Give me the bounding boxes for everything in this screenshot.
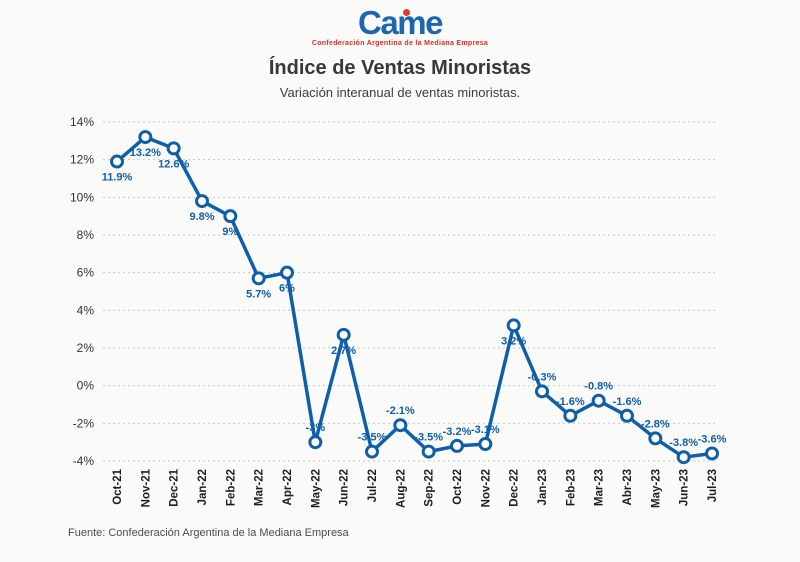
data-point-label: -3.5% [358, 432, 387, 444]
y-tick-label: -2% [73, 416, 95, 430]
data-point-marker [450, 438, 464, 453]
y-tick-label: 10% [70, 190, 94, 204]
x-tick-label: Sep-22 [424, 469, 436, 507]
x-tick-label: Oct-22 [452, 469, 464, 505]
data-point-label: -1.6% [556, 396, 585, 408]
data-point-marker [336, 327, 351, 342]
source-note: Fuente: Confederación Argentina de la Me… [68, 527, 349, 539]
x-tick-label: Jul-23 [707, 469, 719, 502]
x-tick-label: Mar-23 [594, 469, 606, 506]
came-logo: Came Confederación Argentina de la Media… [0, 6, 800, 47]
data-point-label: -2.1% [386, 405, 415, 417]
data-point-marker [506, 318, 521, 333]
data-point-marker [705, 446, 719, 461]
data-point-label: 2.7% [331, 345, 356, 357]
header: Came Confederación Argentina de la Media… [0, 6, 800, 100]
came-logo-accent-dot-icon [403, 9, 411, 16]
data-point-marker [308, 435, 323, 450]
data-point-marker [195, 194, 209, 209]
data-point-marker [620, 408, 634, 423]
x-tick-label: Aug-22 [395, 469, 407, 508]
x-tick-label: Jul-22 [367, 469, 379, 502]
y-tick-label: -4% [73, 454, 95, 468]
data-point-marker [110, 154, 124, 169]
data-point-label: 3.2% [501, 335, 526, 347]
data-point-label: 6% [279, 283, 295, 295]
data-point-marker [648, 431, 663, 446]
series-line [115, 135, 714, 459]
data-point-label: 5.7% [246, 288, 271, 300]
data-point-label: 9% [222, 226, 238, 238]
y-tick-label: 14% [70, 115, 94, 129]
x-tick-label: May-23 [650, 469, 662, 508]
came-logo-text: Came [358, 4, 443, 41]
y-tick-label: 8% [77, 228, 95, 242]
x-tick-label: Feb-23 [565, 469, 577, 506]
data-point-label: -1.6% [613, 396, 642, 408]
data-point-label: 12.6% [158, 158, 189, 170]
x-tick-label: Jun-23 [679, 469, 691, 506]
data-point-marker [166, 141, 181, 156]
page-title: Índice de Ventas Minoristas [268, 57, 532, 79]
data-point-marker [591, 393, 606, 408]
data-point-label: -3% [306, 422, 326, 434]
came-logo-wordmark: Came [358, 4, 443, 41]
data-point-marker [365, 444, 379, 459]
x-tick-label: May-22 [310, 469, 322, 508]
data-point-label: 11.9% [102, 172, 133, 184]
data-point-label: -3.2% [443, 426, 472, 438]
data-point-label: -3.1% [471, 424, 500, 436]
page-subtitle: Variación interanual de ventas minorista… [279, 85, 521, 100]
data-point-label: 13.2% [130, 147, 161, 159]
data-point-label: -0.3% [528, 371, 557, 383]
y-tick-label: 12% [70, 153, 94, 167]
data-point-label: 9.8% [189, 211, 214, 223]
y-tick-label: 4% [77, 303, 95, 317]
data-point-label: -3.5% [414, 432, 443, 444]
data-point-marker [280, 265, 294, 280]
x-tick-label: Jan-22 [197, 469, 209, 505]
y-tick-label: 2% [77, 341, 95, 355]
x-tick-label: Dec-21 [169, 468, 181, 506]
x-tick-label: Nov-22 [480, 469, 492, 507]
data-point-label: -2.8% [641, 418, 670, 430]
data-point-marker [138, 130, 153, 145]
x-tick-label: Feb-22 [225, 469, 237, 506]
x-tick-label: Nov-21 [140, 468, 152, 507]
x-tick-label: Mar-22 [254, 469, 266, 506]
data-point-label: -3.8% [669, 437, 698, 449]
x-tick-label: Jun-22 [339, 469, 351, 506]
data-point-marker [223, 209, 238, 224]
data-point-marker [251, 271, 266, 286]
x-tick-label: Oct-21 [112, 468, 124, 504]
data-point-label: -3.6% [698, 433, 727, 445]
data-point-marker [421, 444, 436, 459]
x-tick-label: Abr-23 [622, 469, 634, 505]
data-point-marker [393, 418, 408, 433]
data-point-marker [478, 437, 493, 452]
y-tick-label: 6% [77, 266, 95, 280]
data-point-marker [535, 384, 549, 399]
x-tick-label: Jan-23 [537, 469, 549, 505]
came-logo-tagline: Confederación Argentina de la Mediana Em… [311, 40, 489, 47]
x-tick-label: Apr-22 [282, 469, 294, 505]
data-point-marker [563, 408, 578, 423]
data-point-label: -0.8% [584, 381, 613, 393]
y-tick-label: 0% [77, 379, 95, 393]
data-point-marker [676, 450, 691, 465]
x-tick-label: Dec-22 [509, 469, 521, 507]
